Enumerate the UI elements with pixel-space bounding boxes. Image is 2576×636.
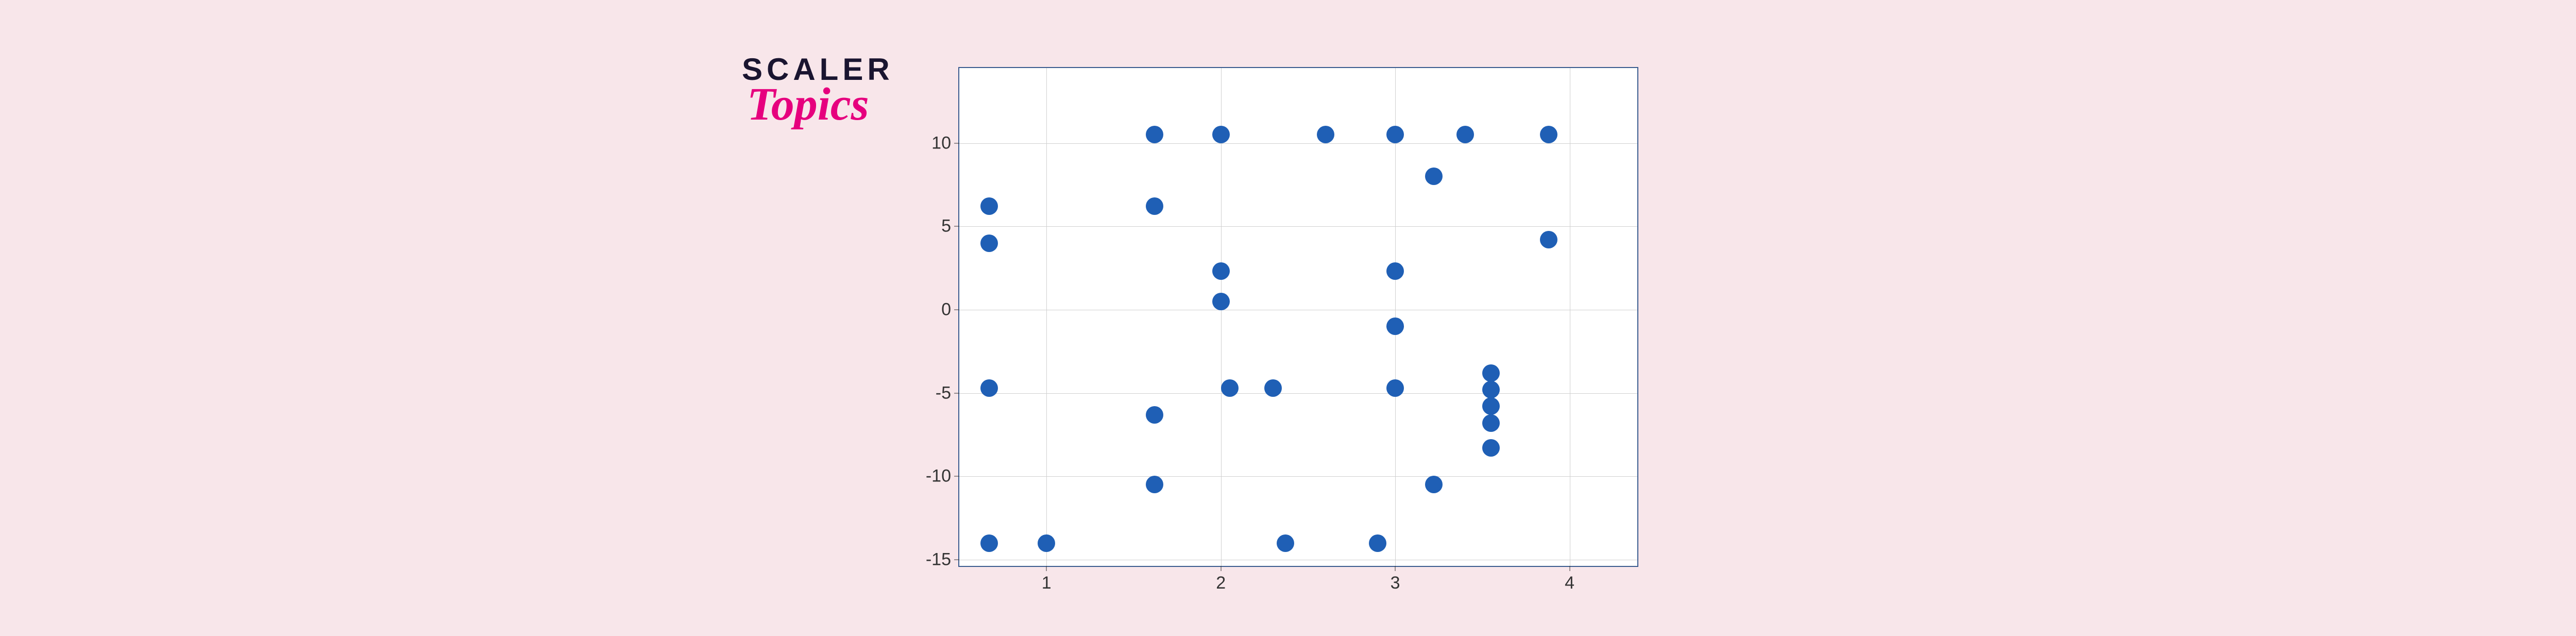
scatter-point <box>1482 397 1500 415</box>
scatter-point <box>1540 231 1557 248</box>
gridline-horizontal <box>959 476 1637 477</box>
gridline-horizontal <box>959 226 1637 227</box>
scatter-point <box>1221 379 1239 397</box>
y-tick: -10 <box>926 466 959 487</box>
scatter-point <box>1146 126 1163 143</box>
scatter-point <box>1369 534 1386 552</box>
gridline-horizontal <box>959 393 1637 394</box>
tick-mark <box>954 309 959 310</box>
scatter-point <box>980 197 998 215</box>
scatter-point <box>1386 379 1404 397</box>
page-root: SCALER Topics 1234-15-10-50510 <box>0 0 2576 636</box>
tick-mark <box>1046 566 1047 571</box>
plot-area: 1234-15-10-50510 <box>958 67 1638 567</box>
y-tick-label: 0 <box>941 299 954 320</box>
tick-mark <box>1569 566 1570 571</box>
scatter-point <box>1425 476 1443 493</box>
scatter-chart: 1234-15-10-50510 <box>958 67 1638 567</box>
tick-mark <box>954 559 959 560</box>
scatter-point <box>1146 406 1163 424</box>
x-tick-label: 3 <box>1391 571 1400 593</box>
y-tick-label: -15 <box>926 549 954 570</box>
x-tick-label: 1 <box>1042 571 1052 593</box>
tick-mark <box>1395 566 1396 571</box>
x-tick-label: 4 <box>1565 571 1574 593</box>
scatter-point <box>1456 126 1474 143</box>
scatter-point <box>1425 168 1443 185</box>
scatter-point <box>1264 379 1282 397</box>
y-tick: -5 <box>936 383 959 403</box>
x-tick: 2 <box>1216 566 1226 593</box>
x-tick: 4 <box>1565 566 1574 593</box>
y-tick: 10 <box>931 133 959 153</box>
scatter-point <box>1482 364 1500 382</box>
x-tick-label: 2 <box>1216 571 1226 593</box>
tick-mark <box>954 476 959 477</box>
scatter-point <box>1482 414 1500 432</box>
scatter-point <box>1146 197 1163 215</box>
scatter-point <box>1277 534 1294 552</box>
scatter-point <box>1482 381 1500 398</box>
scaler-topics-logo: SCALER Topics <box>742 52 894 131</box>
y-tick: 5 <box>941 216 959 237</box>
scatter-point <box>1482 439 1500 457</box>
scatter-point <box>980 534 998 552</box>
scatter-point <box>980 235 998 252</box>
scatter-point <box>1146 476 1163 493</box>
scatter-point <box>1038 534 1055 552</box>
y-tick-label: 5 <box>941 216 954 237</box>
scatter-point <box>1386 317 1404 335</box>
y-tick: -15 <box>926 549 959 570</box>
scatter-point <box>1317 126 1334 143</box>
x-tick: 3 <box>1391 566 1400 593</box>
scatter-point <box>1212 126 1230 143</box>
y-tick-label: -5 <box>936 383 954 403</box>
gridline-horizontal <box>959 143 1637 144</box>
scatter-point <box>1540 126 1557 143</box>
y-tick: 0 <box>941 299 959 320</box>
scatter-point <box>1386 126 1404 143</box>
y-tick-label: -10 <box>926 466 954 487</box>
x-tick: 1 <box>1042 566 1052 593</box>
scatter-point <box>980 379 998 397</box>
scatter-point <box>1212 262 1230 280</box>
scatter-point <box>1386 262 1404 280</box>
scatter-point <box>1212 293 1230 310</box>
y-tick-label: 10 <box>931 133 954 153</box>
tick-mark <box>954 226 959 227</box>
